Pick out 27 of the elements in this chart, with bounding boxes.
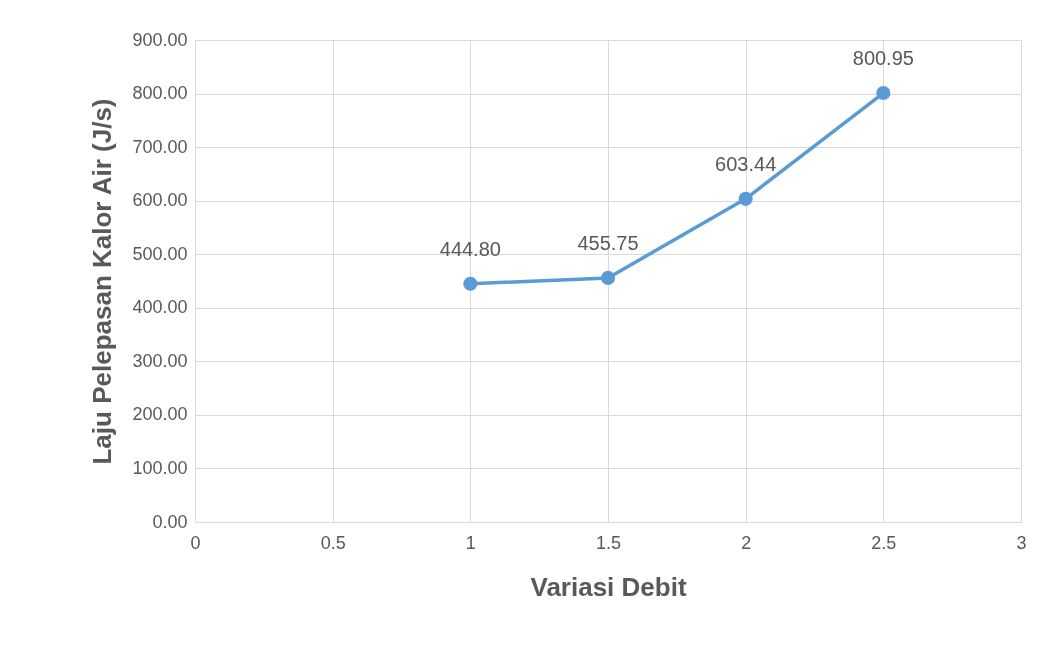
y-tick-label: 800.00 — [132, 83, 188, 104]
x-tick-label: 0.5 — [320, 532, 346, 553]
x-tick-label: 2.5 — [871, 532, 897, 553]
point — [738, 191, 753, 206]
x-tick-label: 1.5 — [595, 532, 622, 553]
point — [600, 270, 616, 285]
y-axis-title: Laju Pelepasan Kalor Air (J/s) — [87, 98, 118, 465]
x-axis-title: Variasi Debit — [530, 571, 687, 602]
data-label: 455.75 — [577, 231, 639, 254]
y-tick-label: 100.00 — [132, 457, 188, 478]
y-tick-label: 500.00 — [132, 243, 188, 264]
y-tick-label: 700.00 — [132, 136, 188, 157]
point — [463, 276, 478, 291]
x-tick-label: 3 — [1016, 532, 1027, 553]
x-tick-label: 0 — [190, 532, 201, 553]
y-tick-label: 0.00 — [152, 511, 188, 532]
y-tick-label: 200.00 — [132, 404, 188, 425]
point — [876, 85, 891, 101]
data-label: 603.44 — [715, 152, 777, 175]
y-tick-label: 900.00 — [132, 29, 188, 50]
data-label: 800.95 — [852, 47, 914, 70]
x-tick-label: 2 — [741, 532, 752, 553]
y-tick-label: 300.00 — [132, 350, 188, 371]
y-tick-label: 600.00 — [132, 190, 188, 211]
data-label: 444.80 — [439, 237, 501, 260]
x-tick-label: 1 — [465, 532, 476, 553]
y-tick-label: 400.00 — [132, 297, 188, 318]
